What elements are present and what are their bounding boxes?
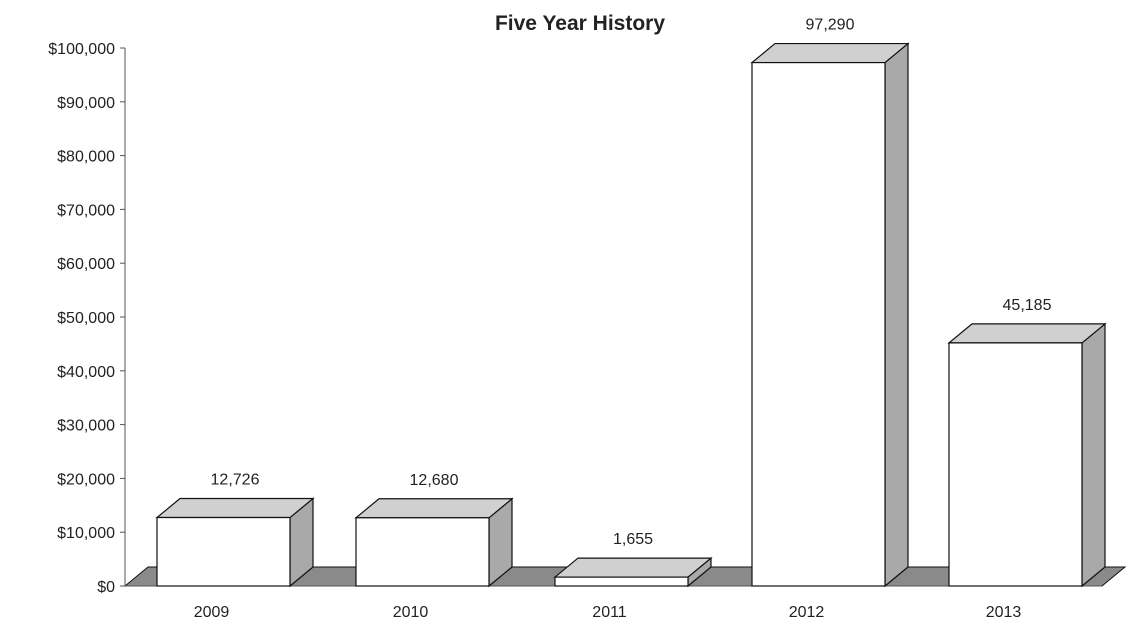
bar-2012 [750, 42, 910, 588]
chart-title: Five Year History [495, 12, 665, 35]
y-tick-label: $100,000 [48, 41, 115, 58]
x-tick-label: 2013 [986, 604, 1022, 621]
data-label: 45,185 [1003, 297, 1052, 314]
bar-top-face [750, 42, 910, 64]
bar-front-face [554, 576, 689, 587]
data-labels: 12,726 12,680 1,655 97,290 45,185 [211, 17, 1052, 549]
data-label: 97,290 [806, 17, 855, 34]
bar-2011 [553, 556, 713, 588]
data-label: 12,680 [410, 472, 459, 489]
bar-top-face [947, 323, 1107, 344]
y-tick-label: $70,000 [57, 202, 115, 219]
x-tick-label: 2009 [194, 604, 230, 621]
bar-front-face [355, 517, 490, 587]
x-tick-label: 2010 [393, 604, 429, 621]
x-tick-label: 2012 [789, 604, 825, 621]
bar-2010 [354, 497, 514, 588]
bar-side-face [884, 42, 909, 588]
bar-side-face [1081, 322, 1106, 588]
y-tick-label: $30,000 [57, 418, 115, 435]
y-tick-label: $80,000 [57, 149, 115, 166]
y-tick-label: $60,000 [57, 256, 115, 273]
bar-front-face [751, 61, 886, 587]
bar-front-face [156, 516, 291, 587]
data-label: 12,726 [211, 472, 260, 489]
chart-axes: $0 $10,000 $20,000 $30,000 $40,000 $50,000 $60… [48, 41, 1102, 621]
y-tick-label: $20,000 [57, 471, 115, 488]
bar-top-face [155, 497, 315, 519]
bar-top-face [553, 557, 713, 578]
bar-2009 [155, 497, 315, 588]
bars [155, 42, 1107, 588]
bar-top-face [354, 498, 514, 519]
x-tick-label: 2011 [592, 604, 627, 621]
y-tick-label: $0 [97, 579, 115, 596]
y-tick-label: $50,000 [57, 310, 115, 327]
bar-front-face [948, 342, 1083, 587]
bar-2013 [947, 322, 1107, 588]
y-tick-label: $90,000 [57, 95, 115, 112]
data-label: 1,655 [613, 531, 653, 548]
y-tick-label: $40,000 [57, 364, 115, 381]
y-tick-label: $10,000 [57, 525, 115, 542]
